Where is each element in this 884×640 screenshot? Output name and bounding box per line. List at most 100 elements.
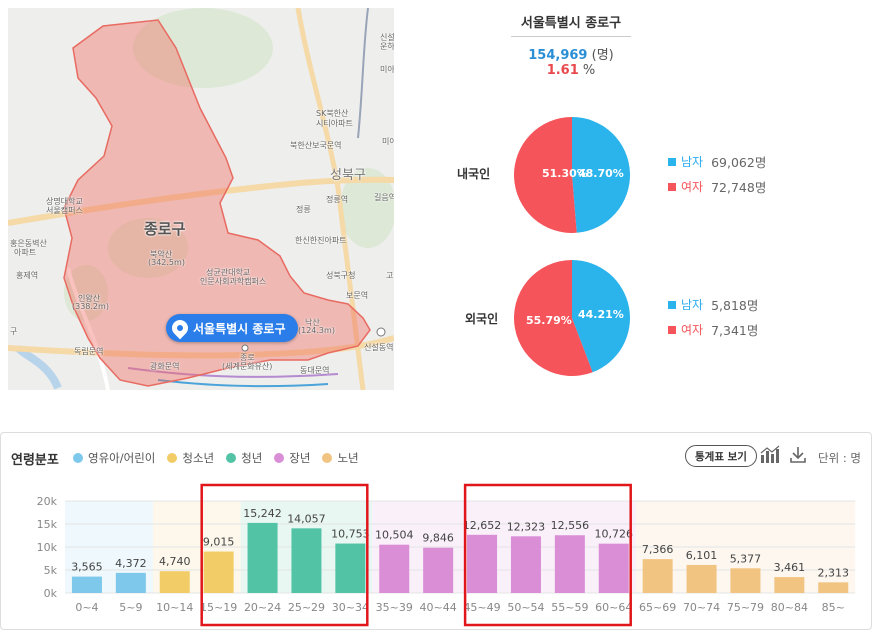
view-stat-table-button[interactable]: 통계표 보기 bbox=[685, 445, 757, 467]
age-bar[interactable] bbox=[291, 528, 322, 593]
x-tick-label: 20~24 bbox=[244, 601, 281, 614]
map-green-area bbox=[64, 265, 108, 321]
legend-item-senior[interactable]: 노년 bbox=[322, 450, 359, 466]
x-tick-label: 75~79 bbox=[727, 601, 764, 614]
bar-value-label: 9,015 bbox=[203, 536, 235, 549]
map-place-label: 시티아파트 bbox=[316, 119, 353, 128]
x-tick-label: 65~69 bbox=[639, 601, 676, 614]
age-distribution-title: 연령분포 bbox=[11, 453, 59, 468]
age-bar[interactable] bbox=[730, 568, 761, 593]
x-tick-label: 45~49 bbox=[463, 601, 500, 614]
age-bar[interactable] bbox=[203, 551, 234, 593]
x-tick-label: 30~34 bbox=[332, 601, 369, 614]
age-bar[interactable] bbox=[642, 559, 673, 593]
bar-value-label: 10,504 bbox=[375, 529, 414, 542]
y-tick-label: 15k bbox=[37, 518, 58, 531]
age-bar[interactable] bbox=[335, 543, 366, 593]
map-green-area bbox=[133, 8, 273, 88]
map-canvas bbox=[8, 8, 394, 390]
age-bar[interactable] bbox=[423, 547, 454, 593]
domestic-female-pct: 51.30% bbox=[542, 167, 588, 180]
bar-value-label: 9,846 bbox=[422, 532, 454, 545]
domestic-female-slice[interactable] bbox=[514, 117, 577, 233]
legend-item-middle-age[interactable]: 장년 bbox=[274, 450, 310, 466]
y-tick-label: 5k bbox=[44, 564, 58, 577]
legend-item-teen[interactable]: 청소년 bbox=[167, 450, 214, 466]
legend-label: 노년 bbox=[337, 451, 359, 465]
age-bar[interactable] bbox=[510, 536, 541, 593]
male-color-square bbox=[668, 300, 676, 309]
map-road bbox=[8, 176, 394, 226]
female-color-square bbox=[668, 325, 676, 334]
age-bar[interactable] bbox=[554, 535, 585, 593]
map-place-label: (세계문화유산) bbox=[222, 362, 273, 371]
x-tick-label: 70~74 bbox=[683, 601, 720, 614]
legend-item-children[interactable]: 영유아/어린이 bbox=[73, 450, 155, 466]
age-bar[interactable] bbox=[115, 572, 146, 593]
bar-value-label: 3,565 bbox=[71, 561, 103, 574]
age-bar[interactable] bbox=[467, 534, 498, 593]
age-bar[interactable] bbox=[379, 544, 410, 593]
map-place-label: 북악산 bbox=[150, 250, 173, 259]
map-place-label: 독립문역 bbox=[74, 347, 104, 356]
age-bar[interactable] bbox=[598, 543, 629, 593]
legend-item-youth[interactable]: 청년 bbox=[226, 450, 262, 466]
percent-value: 1.61 bbox=[546, 63, 579, 78]
male-color-square bbox=[668, 157, 676, 166]
age-bar[interactable] bbox=[159, 571, 190, 593]
domestic-label: 내국인 bbox=[457, 167, 491, 181]
map-place-label: 동대문역 bbox=[300, 366, 330, 375]
y-tick-label: 20k bbox=[37, 495, 58, 508]
map-pin-icon bbox=[168, 316, 192, 340]
foreign-male-slice[interactable] bbox=[572, 260, 630, 373]
map-place-label: (342.5m) bbox=[148, 258, 185, 267]
domestic-male-slice[interactable] bbox=[572, 117, 630, 233]
domestic-pie-chart[interactable]: 51.30% 48.70% bbox=[512, 115, 632, 235]
map-place-label: 정릉역 bbox=[326, 195, 349, 204]
female-color-square bbox=[668, 182, 676, 191]
map-place-label: 보문역 bbox=[346, 291, 369, 300]
map-road bbox=[295, 8, 366, 390]
age-bar[interactable] bbox=[247, 522, 278, 593]
domestic-male-count: 69,062명 bbox=[711, 155, 767, 170]
legend-dot bbox=[167, 453, 178, 463]
map-place-label: (124.3m) bbox=[298, 326, 335, 335]
map-place-label: 성균관대학교 bbox=[206, 268, 251, 277]
foreign-pie-chart[interactable]: 55.79% 44.21% bbox=[512, 258, 632, 378]
bar-chart-icon[interactable] bbox=[759, 445, 781, 465]
legend-label: 영유아/어린이 bbox=[88, 451, 156, 465]
age-bar[interactable] bbox=[686, 564, 717, 593]
x-tick-label: 10~14 bbox=[156, 601, 193, 614]
foreign-female-slice[interactable] bbox=[514, 260, 593, 376]
district-boundary[interactable] bbox=[63, 19, 371, 387]
age-bar[interactable] bbox=[71, 576, 102, 593]
highlight-box bbox=[200, 483, 369, 627]
bar-value-label: 4,740 bbox=[159, 555, 191, 568]
station-marker bbox=[241, 344, 249, 352]
download-icon[interactable] bbox=[789, 445, 807, 465]
domestic-male-legend: 남자 69,062명 bbox=[668, 152, 766, 171]
foreign-female-count: 7,341명 bbox=[711, 323, 759, 338]
foreign-male-count: 5,818명 bbox=[711, 298, 759, 313]
map-subway-line bbox=[127, 367, 339, 378]
map-place-label: 구 bbox=[10, 327, 18, 336]
domestic-female-legend: 여자 72,748명 bbox=[668, 177, 766, 196]
bar-value-label: 6,101 bbox=[686, 549, 718, 562]
map-place-label: 서울캠퍼스 bbox=[46, 206, 83, 215]
map-place-label: 미아사 bbox=[382, 137, 394, 146]
bar-value-label: 14,057 bbox=[287, 512, 326, 525]
age-bar[interactable] bbox=[774, 577, 805, 593]
map-place-label: 홍은동벽산 bbox=[10, 239, 47, 248]
map-place-label: 인왕산 bbox=[78, 294, 101, 303]
location-pin-button[interactable]: 서울특별시 종로구 bbox=[166, 314, 298, 342]
age-bar[interactable] bbox=[818, 582, 849, 593]
x-tick-label: 0~4 bbox=[75, 601, 98, 614]
age-bar-chart: 0k 5k 10k 15k 20k 3,565 0~4 4,372 5~9 4,740 10~14 9… bbox=[37, 483, 856, 627]
x-tick-label: 25~29 bbox=[288, 601, 325, 614]
legend-dot bbox=[322, 453, 333, 463]
map-road bbox=[66, 267, 110, 390]
x-tick-label: 5~9 bbox=[119, 601, 142, 614]
map-place-label: 인문사회과학캠퍼스 bbox=[200, 277, 267, 286]
foreign-female-pct: 55.79% bbox=[526, 314, 572, 327]
